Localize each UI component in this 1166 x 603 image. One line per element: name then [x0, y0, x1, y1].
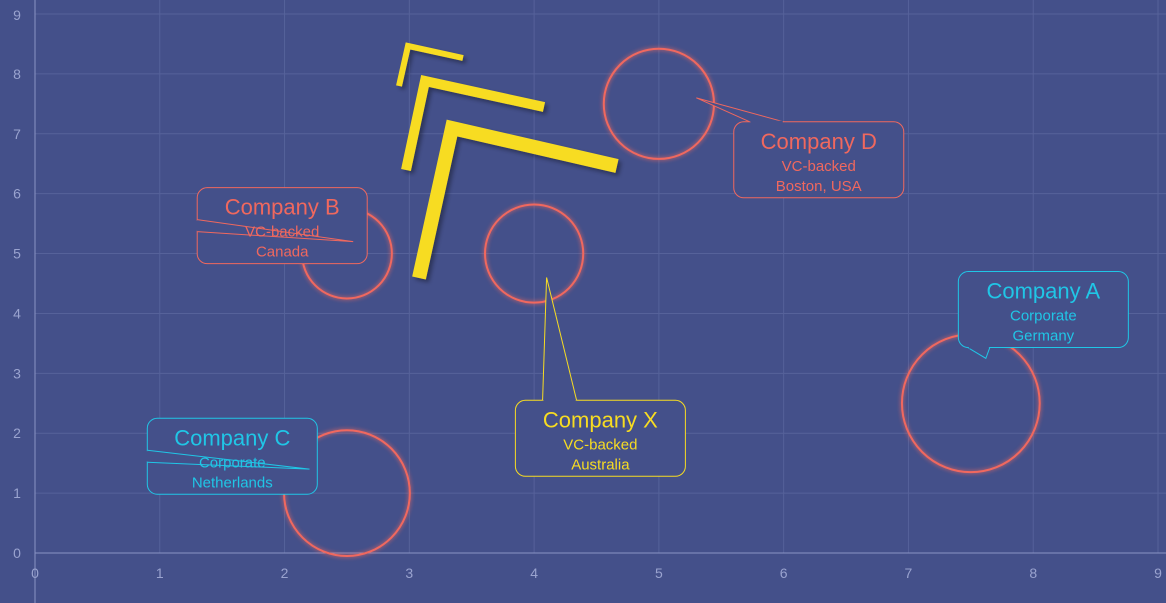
y-tick-label: 3 — [13, 365, 21, 381]
x-tick-label: 1 — [156, 565, 164, 581]
company-name: Company D — [761, 129, 877, 154]
company-location: Netherlands — [192, 474, 273, 491]
x-tick-label: 6 — [780, 565, 788, 581]
company-type: VC-backed — [245, 224, 319, 241]
y-tick-label: 4 — [13, 305, 21, 321]
callout-pointer — [542, 277, 578, 401]
callout-company-b: Company B VC-backed Canada — [196, 187, 368, 265]
y-tick-label: 0 — [13, 545, 21, 561]
callout-box — [514, 399, 686, 477]
tick-labels: 0 1 2 3 4 5 6 7 8 9 0 1 2 3 4 5 6 7 8 9 — [13, 7, 1162, 581]
y-tick-label: 7 — [13, 126, 21, 142]
chevron-medium — [401, 75, 546, 172]
callout-box — [733, 121, 905, 199]
company-location: Australia — [571, 456, 630, 473]
y-tick-label: 2 — [13, 425, 21, 441]
company-name: Company C — [174, 425, 290, 450]
company-type: Corporate — [1010, 308, 1077, 325]
y-tick-label: 9 — [13, 7, 21, 23]
chevron-small — [396, 42, 464, 87]
company-location: Boston, USA — [776, 178, 862, 195]
x-tick-label: 4 — [530, 565, 538, 581]
callout-pointer — [696, 97, 784, 123]
company-name: Company X — [543, 407, 658, 432]
x-tick-label: 7 — [905, 565, 913, 581]
company-name: Company A — [986, 279, 1100, 304]
bubble-company-x — [483, 203, 585, 304]
y-tick-label: 1 — [13, 485, 21, 501]
callout-box — [957, 271, 1129, 349]
callout-pointer — [197, 219, 354, 243]
callout-company-c: Company C Corporate Netherlands — [146, 417, 318, 495]
callouts: Company A Corporate Germany Company B VC-bac… — [146, 97, 1129, 495]
y-tick-label: 8 — [13, 66, 21, 82]
x-tick-label: 9 — [1154, 565, 1162, 581]
company-type: VC-backed — [782, 158, 856, 175]
y-tick-label: 5 — [13, 246, 21, 262]
company-type: Corporate — [199, 454, 266, 471]
x-tick-label: 5 — [655, 565, 663, 581]
company-location: Germany — [1013, 328, 1075, 345]
callout-company-a: Company A Corporate Germany — [957, 271, 1129, 360]
axes — [34, 0, 1166, 603]
company-type: VC-backed — [563, 436, 637, 453]
callout-pointer — [967, 347, 991, 360]
callout-company-x: Company X VC-backed Australia — [514, 277, 686, 477]
chevron-large — [412, 119, 619, 280]
x-tick-label: 3 — [405, 565, 413, 581]
x-tick-label: 0 — [31, 565, 39, 581]
callout-company-d: Company D VC-backed Boston, USA — [696, 97, 905, 199]
upward-chevron-arrows — [396, 42, 619, 280]
x-tick-label: 8 — [1029, 565, 1037, 581]
company-name: Company B — [225, 195, 340, 220]
company-location: Canada — [256, 244, 309, 261]
x-tick-label: 2 — [281, 565, 289, 581]
y-tick-label: 6 — [13, 186, 21, 202]
callout-pointer — [147, 449, 310, 470]
